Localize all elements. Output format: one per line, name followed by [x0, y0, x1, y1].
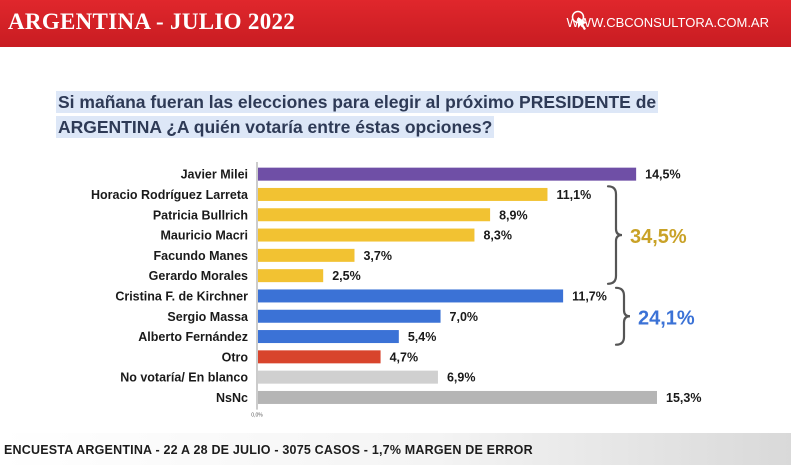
category-label-9: Otro: [222, 350, 249, 364]
value-label-2: 8,9%: [499, 208, 527, 222]
value-label-4: 3,7%: [363, 249, 392, 263]
category-label-0: Javier Milei: [181, 168, 248, 182]
bar-6: [258, 289, 564, 303]
category-label-4: Facundo Manes: [154, 249, 249, 263]
category-label-11: NsNc: [216, 391, 248, 405]
footer-text: ENCUESTA ARGENTINA - 22 A 28 DE JULIO - …: [4, 443, 533, 457]
category-label-7: Sergio Massa: [167, 310, 249, 324]
brand-url[interactable]: WWW.CBCONSULTORA.COM.AR: [566, 15, 769, 30]
value-label-9: 4,7%: [390, 350, 419, 364]
value-label-5: 2,5%: [332, 269, 361, 283]
category-label-2: Patricia Bullrich: [153, 208, 248, 222]
footer-bar: ENCUESTA ARGENTINA - 22 A 28 DE JULIO - …: [0, 433, 791, 465]
bar-9: [258, 350, 381, 364]
value-label-0: 14,5%: [645, 168, 680, 182]
header-banner: ARGENTINA - JULIO 2022 WWW.CBCONSULTORA.…: [0, 0, 791, 47]
category-label-8: Alberto Fernández: [138, 330, 248, 344]
value-label-11: 15,3%: [666, 391, 701, 405]
value-label-6: 11,7%: [572, 289, 607, 303]
bar-10: [258, 370, 438, 384]
x-axis-zero-label: 0,0%: [251, 413, 263, 419]
group-brace-0: [606, 185, 623, 285]
cursor-click-icon: [571, 10, 587, 30]
value-label-10: 6,9%: [447, 371, 476, 385]
bar-7: [258, 309, 441, 323]
value-label-8: 5,4%: [408, 330, 437, 344]
category-label-6: Cristina F. de Kirchner: [115, 289, 248, 303]
group-brace-1: [614, 286, 631, 346]
category-label-3: Mauricio Macri: [160, 229, 248, 243]
value-label-7: 7,0%: [450, 310, 479, 324]
bar-4: [258, 248, 355, 262]
bar-11: [258, 390, 657, 404]
bar-0: [258, 167, 637, 181]
bar-2: [258, 208, 491, 222]
value-label-1: 11,1%: [556, 188, 591, 202]
bar-8: [258, 330, 399, 344]
header-title: ARGENTINA - JULIO 2022: [8, 9, 296, 34]
question-text: Si mañana fueran las elecciones para ele…: [56, 90, 676, 140]
bar-chart: 0,0% Javier Milei 14,5% Horacio Rodríguez L…: [91, 162, 701, 419]
bar-5: [258, 269, 324, 283]
bar-1: [258, 187, 548, 201]
group-total-label-0: 34,5%: [630, 226, 687, 248]
category-label-1: Horacio Rodríguez Larreta: [91, 188, 249, 202]
group-total-label-1: 24,1%: [638, 307, 695, 329]
category-label-5: Gerardo Morales: [149, 269, 248, 283]
bar-3: [258, 228, 475, 242]
category-label-10: No votaría/ En blanco: [120, 371, 248, 385]
value-label-3: 8,3%: [483, 229, 512, 243]
